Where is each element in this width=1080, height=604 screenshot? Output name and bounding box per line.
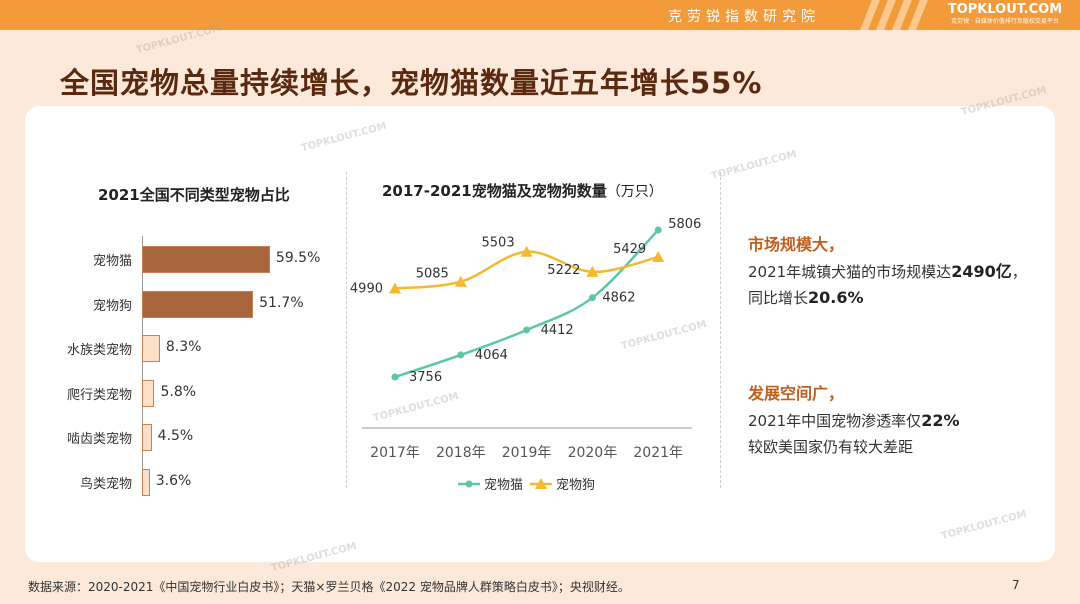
bar-category-label: 宠物猫: [92, 254, 132, 269]
data-source: 数据来源：2020-2021《中国宠物行业白皮书》；天猫×罗兰贝格《2022 宠…: [28, 580, 630, 594]
bar: [142, 379, 155, 407]
bar: [142, 246, 270, 273]
bar-category-label: 啮齿类宠物: [66, 432, 132, 448]
insight-2-line1: 2021年中国宠物渗透率仅: [748, 412, 922, 430]
page-title: 全国宠物总量持续增长，宠物猫数量近五年增长55%: [60, 66, 763, 100]
bar-category-label: 水族类宠物: [66, 343, 132, 359]
logo-subtext: 克劳锐 · 自媒体价值排行及版权交易平台: [951, 18, 1059, 25]
bar-value-label: 59.5%: [275, 250, 321, 266]
line-chart-title-text: 2017-2021宠物猫及宠物狗数量: [382, 182, 607, 200]
line-chart-unit: （万只）: [606, 184, 663, 200]
bar-value-label: 4.5%: [157, 428, 194, 445]
divider-right: [720, 172, 721, 488]
insight-2-line2: 较欧美国家仍有较大差距: [748, 438, 914, 456]
content-panel: [25, 106, 1055, 562]
bar: [142, 469, 150, 496]
bar-category-label: 鸟类宠物: [79, 477, 132, 492]
bar: [142, 335, 160, 363]
insight-1-line1-end: ，: [1011, 263, 1027, 281]
insight-2-value1: 22%: [921, 411, 960, 430]
bar-category-label: 爬行类宠物: [66, 387, 132, 403]
insight-1-line2: 同比增长: [748, 289, 809, 307]
line-chart-title: 2017-2021宠物猫及宠物狗数量（万只）: [382, 180, 663, 201]
insight-2-text: 2021年中国宠物渗透率仅22% 较欧美国家仍有较大差距: [748, 408, 959, 460]
insight-1-line1: 2021年城镇犬猫的市场规模达: [748, 263, 952, 281]
bar-category-label: 宠物狗: [92, 298, 132, 314]
institute-name: 克劳锐指数研究院: [668, 9, 820, 25]
insight-1-value2: 20.6%: [808, 288, 864, 307]
bar-value-label: 8.3%: [165, 339, 202, 356]
bar-value-label: 3.6%: [155, 473, 192, 489]
top-bar: 克劳锐指数研究院: [0, 0, 1080, 30]
bar-chart-title: 2021全国不同类型宠物占比: [98, 186, 290, 204]
insight-1-value1: 2490亿: [951, 262, 1012, 281]
bar: [142, 424, 152, 452]
insight-1-text: 2021年城镇犬猫的市场规模达2490亿， 同比增长20.6%: [748, 259, 1027, 311]
insight-1-heading: 市场规模大，: [748, 235, 845, 254]
bar-value-label: 51.7%: [259, 294, 304, 311]
divider-left: [346, 172, 347, 488]
logo-text: TOPKLOUT.COM: [947, 2, 1063, 17]
bar-chart-axis: [142, 236, 143, 494]
stripes-decoration: [860, 0, 928, 30]
page-number: 7: [1012, 578, 1020, 592]
insight-2-heading: 发展空间广，: [748, 384, 845, 403]
bar-value-label: 5.8%: [160, 383, 197, 400]
bar: [142, 290, 254, 318]
brand-logo: TOPKLOUT.COM 克劳锐 · 自媒体价值排行及版权交易平台: [930, 0, 1080, 30]
